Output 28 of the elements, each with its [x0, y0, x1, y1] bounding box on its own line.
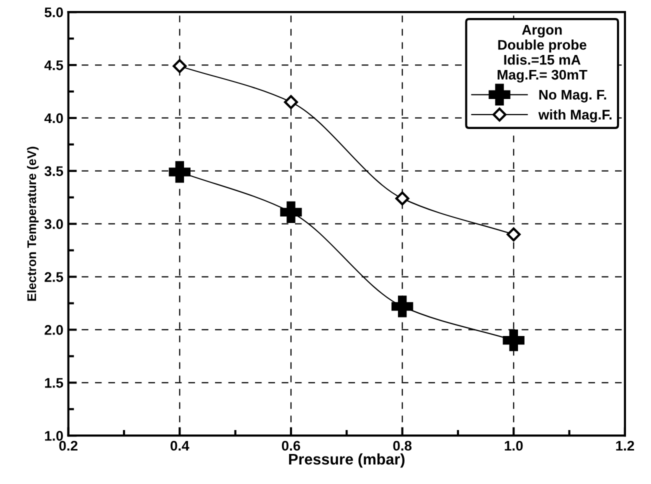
legend-label: with Mag.F.: [538, 109, 612, 122]
point: [391, 296, 414, 318]
legend-label: No Mag. F.: [539, 90, 606, 102]
x-tick-label: 0.2: [59, 440, 78, 451]
point: [502, 329, 524, 352]
x-tick-label: 0.6: [282, 440, 300, 451]
x-tick-label: 1.2: [616, 440, 634, 451]
y-tick-label: 5.0: [44, 7, 63, 18]
y-tick-label: 1.5: [45, 378, 64, 388]
y-tick-label: 2.0: [44, 325, 63, 335]
y-tick-label: 3.5: [44, 166, 64, 176]
x-tick-label: 0.4: [170, 440, 190, 451]
point: [168, 161, 191, 183]
x-axis-title: Pressure (mbar): [289, 453, 404, 468]
x-tick-label: 0.8: [393, 440, 412, 451]
y-tick-label: 3.0: [44, 219, 63, 230]
point: [172, 59, 187, 74]
y-tick-label: 1.0: [45, 430, 63, 441]
point: [280, 201, 302, 224]
y-tick-label: 4.5: [44, 60, 64, 70]
y-axis-title: Electron Temperature (eV): [26, 146, 39, 301]
x-tick-label: 1.0: [504, 440, 523, 451]
point: [506, 227, 521, 242]
legend-title: Argon Double probe Idis.=15 mA Mag.F.= 30mT: [498, 25, 588, 82]
y-tick-label: 4.0: [44, 113, 63, 124]
y-tick-label: 2.5: [44, 272, 64, 282]
point: [284, 95, 298, 110]
point: [395, 191, 410, 206]
